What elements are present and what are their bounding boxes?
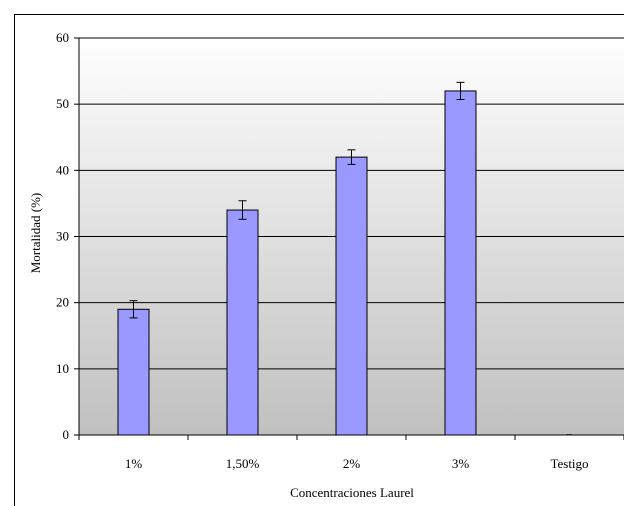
y-tick-label: 0 — [63, 427, 70, 442]
bar — [444, 90, 477, 436]
y-tick-label: 60 — [56, 30, 69, 45]
error-bar — [238, 200, 247, 220]
bars — [117, 90, 572, 436]
x-tick-label: 1% — [125, 456, 143, 471]
y-tick-label: 10 — [56, 361, 69, 376]
y-tick-label: 20 — [56, 295, 69, 310]
error-bars — [129, 81, 465, 319]
x-tick-label: 2% — [343, 456, 361, 471]
axes — [74, 37, 624, 440]
x-tick-labels: 1% 1,50% 2% 3% Testigo — [125, 456, 589, 471]
y-tick-labels: 0 10 20 30 40 50 60 — [56, 30, 69, 442]
x-axis-title: Concentraciones Laurel — [290, 485, 414, 500]
x-tick-label: 1,50% — [226, 456, 260, 471]
y-tick-label: 50 — [56, 96, 69, 111]
y-axis-title: Mortalidad (%) — [28, 193, 43, 274]
x-tick-label: 3% — [452, 456, 470, 471]
bar — [117, 308, 150, 436]
bar — [335, 156, 368, 436]
x-tick-label: Testigo — [550, 456, 588, 471]
error-bar — [347, 149, 356, 165]
bar — [226, 209, 259, 436]
error-bar — [456, 81, 465, 101]
chart-frame — [14, 14, 624, 506]
y-tick-label: 40 — [56, 162, 69, 177]
y-tick-label: 30 — [56, 229, 69, 244]
error-bar — [129, 300, 138, 319]
